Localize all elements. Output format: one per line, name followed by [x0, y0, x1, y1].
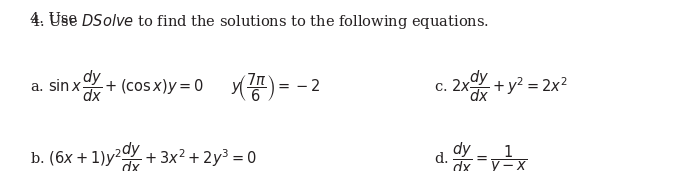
Text: c. $2x\dfrac{dy}{dx} + y^2 = 2x^2$: c. $2x\dfrac{dy}{dx} + y^2 = 2x^2$ [434, 68, 567, 104]
Text: 4. Use $\mathit{DSolve}$ to find the solutions to the following equations.: 4. Use $\mathit{DSolve}$ to find the sol… [30, 12, 489, 31]
Text: a. $\sin x\,\dfrac{dy}{dx} + (\cos x)y = 0 \qquad y\!\left(\dfrac{7\pi}{6}\right: a. $\sin x\,\dfrac{dy}{dx} + (\cos x)y =… [30, 68, 321, 104]
Text: b. $(6x + 1)y^2\dfrac{dy}{dx} + 3x^2 + 2y^3 = 0$: b. $(6x + 1)y^2\dfrac{dy}{dx} + 3x^2 + 2… [30, 140, 257, 171]
Text: 4. Use: 4. Use [30, 12, 82, 26]
Text: d. $\dfrac{dy}{dx} = \dfrac{1}{y-x}$: d. $\dfrac{dy}{dx} = \dfrac{1}{y-x}$ [434, 140, 528, 171]
